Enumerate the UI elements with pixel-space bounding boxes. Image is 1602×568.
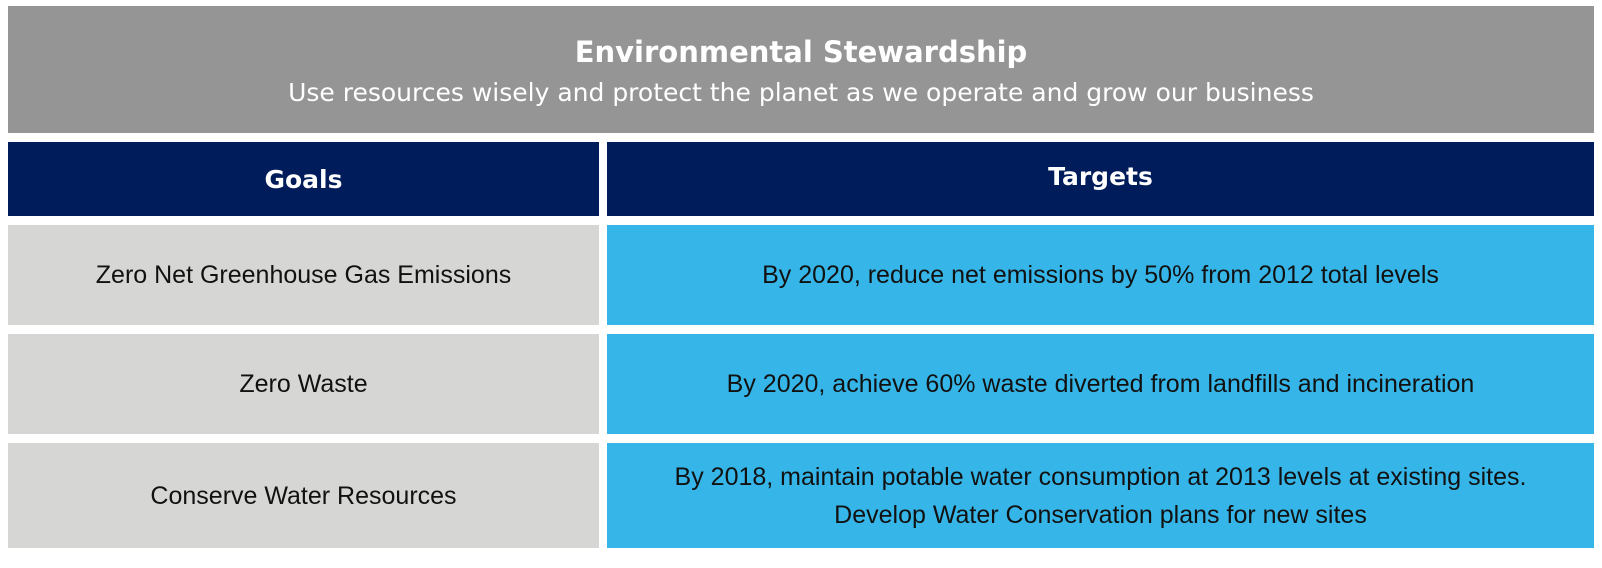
banner-title: Environmental Stewardship — [574, 35, 1028, 69]
banner-subtitle: Use resources wisely and protect the pla… — [288, 78, 1314, 107]
target-cell-water: By 2018, maintain potable water consumpt… — [607, 443, 1594, 548]
goal-cell-water: Conserve Water Resources — [8, 443, 599, 548]
goal-cell-emissions: Zero Net Greenhouse Gas Emissions — [8, 225, 599, 325]
goal-cell-waste: Zero Waste — [8, 334, 599, 434]
target-cell-waste: By 2020, achieve 60% waste diverted from… — [607, 334, 1594, 434]
targets-column-header: Targets — [607, 142, 1594, 216]
target-cell-emissions: By 2020, reduce net emissions by 50% fro… — [607, 225, 1594, 325]
section-banner: Environmental Stewardship Use resources … — [8, 6, 1594, 133]
goals-column-header: Goals — [8, 142, 599, 216]
